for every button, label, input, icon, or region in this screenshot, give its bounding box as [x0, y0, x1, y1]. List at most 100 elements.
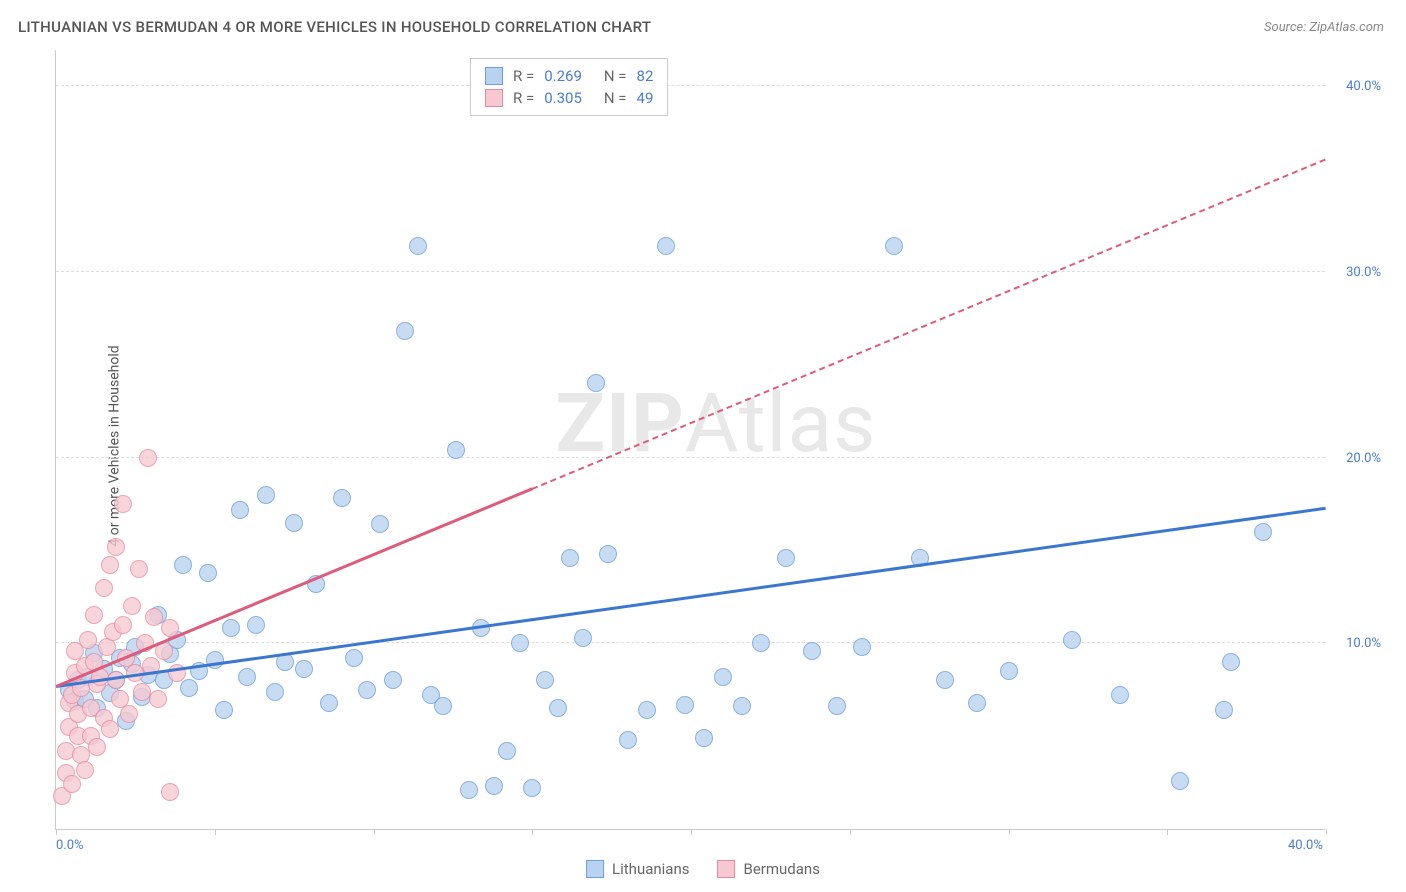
x-tick: [1167, 829, 1168, 835]
scatter-point: [460, 781, 478, 799]
scatter-point: [1254, 523, 1272, 541]
scatter-point: [320, 694, 338, 712]
scatter-point: [139, 449, 157, 467]
legend-n-value: 82: [637, 67, 654, 85]
scatter-point: [619, 731, 637, 749]
scatter-point: [79, 631, 97, 649]
gridline: [56, 271, 1325, 272]
scatter-point: [149, 690, 167, 708]
scatter-point: [333, 489, 351, 507]
scatter-point: [409, 237, 427, 255]
scatter-point: [561, 549, 579, 567]
scatter-point: [231, 501, 249, 519]
scatter-point: [174, 556, 192, 574]
x-tick: [850, 829, 851, 835]
scatter-point: [85, 606, 103, 624]
scatter-point: [1222, 653, 1240, 671]
legend-correlation: R = 0.269 N = 82 R = 0.305 N = 49: [470, 58, 668, 116]
legend-swatch-lithuanians: [485, 67, 503, 85]
legend-item-bermudans: Bermudans: [718, 860, 820, 878]
scatter-point: [88, 738, 106, 756]
gridline: [56, 642, 1325, 643]
legend-r-label: R =: [513, 67, 534, 85]
scatter-point: [107, 671, 125, 689]
scatter-point: [885, 237, 903, 255]
scatter-point: [384, 671, 402, 689]
y-tick-label: 20.0%: [1346, 451, 1381, 466]
scatter-point: [657, 237, 675, 255]
scatter-point: [180, 679, 198, 697]
scatter-point: [358, 681, 376, 699]
scatter-point: [215, 701, 233, 719]
scatter-point: [345, 649, 363, 667]
legend-n-value: 49: [637, 89, 654, 107]
scatter-point: [498, 742, 516, 760]
scatter-point: [828, 697, 846, 715]
x-tick: [532, 829, 533, 835]
scatter-point: [853, 638, 871, 656]
y-tick-label: 30.0%: [1346, 265, 1381, 280]
gridline: [56, 457, 1325, 458]
legend-r-value: 0.305: [544, 89, 582, 107]
scatter-point: [107, 538, 125, 556]
scatter-point: [523, 779, 541, 797]
scatter-point: [63, 775, 81, 793]
x-tick: [374, 829, 375, 835]
scatter-point: [295, 660, 313, 678]
scatter-point: [511, 634, 529, 652]
scatter-point: [114, 495, 132, 513]
scatter-point: [587, 374, 605, 392]
x-tick: [691, 829, 692, 835]
scatter-point: [76, 761, 94, 779]
scatter-point: [114, 616, 132, 634]
scatter-point: [1000, 662, 1018, 680]
scatter-point: [257, 486, 275, 504]
scatter-point: [1171, 772, 1189, 790]
scatter-point: [1111, 686, 1129, 704]
legend-item-lithuanians: Lithuanians: [586, 860, 689, 878]
legend-label: Lithuanians: [612, 860, 689, 878]
scatter-point: [536, 671, 554, 689]
legend-r-value: 0.269: [544, 67, 582, 85]
scatter-point: [95, 579, 113, 597]
x-tick: [1326, 829, 1327, 835]
plot-area: ZIPAtlas 10.0%20.0%30.0%40.0%0.0%40.0%: [55, 50, 1325, 830]
scatter-point: [676, 696, 694, 714]
y-tick-label: 10.0%: [1346, 636, 1381, 651]
scatter-point: [266, 683, 284, 701]
scatter-point: [638, 701, 656, 719]
scatter-point: [968, 694, 986, 712]
legend-series: Lithuanians Bermudans: [586, 860, 820, 878]
legend-row-bermudans: R = 0.305 N = 49: [485, 87, 653, 109]
scatter-point: [1063, 631, 1081, 649]
x-tick-label: 40.0%: [1288, 838, 1323, 853]
scatter-point: [101, 720, 119, 738]
scatter-point: [1215, 701, 1233, 719]
scatter-point: [396, 322, 414, 340]
scatter-point: [733, 697, 751, 715]
legend-r-label: R =: [513, 89, 534, 107]
trend-line: [56, 507, 1326, 688]
scatter-point: [161, 783, 179, 801]
gridline: [56, 85, 1325, 86]
scatter-point: [574, 629, 592, 647]
x-tick-label: 0.0%: [56, 838, 84, 853]
scatter-point: [714, 668, 732, 686]
scatter-point: [101, 556, 119, 574]
scatter-point: [130, 560, 148, 578]
scatter-point: [199, 564, 217, 582]
scatter-point: [549, 699, 567, 717]
x-tick: [215, 829, 216, 835]
legend-swatch-lithuanians: [586, 860, 604, 878]
scatter-point: [120, 705, 138, 723]
scatter-point: [222, 619, 240, 637]
scatter-point: [695, 729, 713, 747]
scatter-point: [247, 616, 265, 634]
legend-swatch-bermudans: [485, 89, 503, 107]
scatter-point: [371, 515, 389, 533]
legend-label: Bermudans: [744, 860, 820, 878]
scatter-point: [123, 597, 141, 615]
x-tick: [56, 829, 57, 835]
scatter-point: [145, 608, 163, 626]
scatter-point: [752, 634, 770, 652]
